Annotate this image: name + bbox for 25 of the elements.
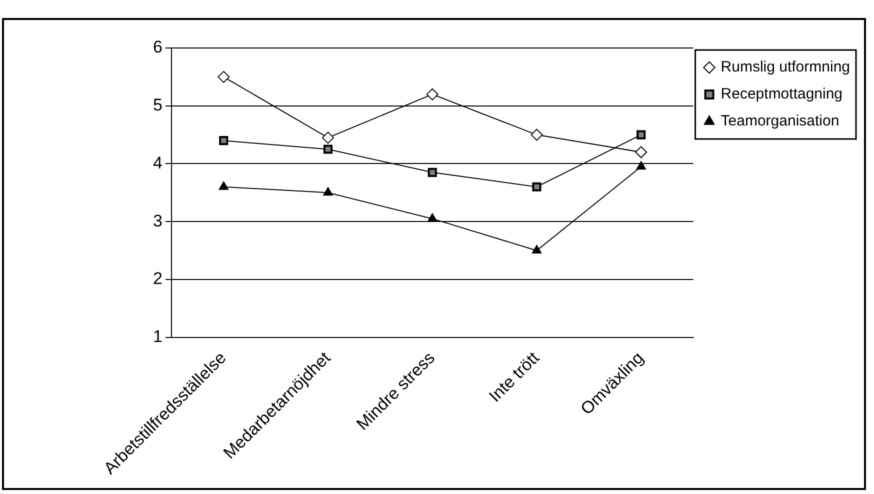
point bbox=[218, 70, 230, 83]
legend-label: Rumslig utformning bbox=[720, 58, 850, 76]
point bbox=[530, 128, 543, 141]
point bbox=[532, 182, 542, 192]
y-tick-label: 1 bbox=[152, 327, 162, 346]
point bbox=[323, 187, 333, 196]
point bbox=[428, 213, 438, 222]
y-tick-label: 5 bbox=[152, 96, 162, 115]
point bbox=[532, 245, 542, 254]
y-tick-label: 6 bbox=[152, 38, 162, 57]
x-tick-label: Inte trött bbox=[485, 348, 544, 406]
point bbox=[428, 168, 437, 177]
point bbox=[323, 144, 333, 154]
legend-label: Teamorganisation bbox=[720, 112, 840, 130]
point bbox=[322, 132, 334, 144]
y-tick-label: 3 bbox=[152, 211, 162, 230]
point bbox=[218, 181, 228, 190]
point bbox=[426, 88, 438, 100]
legend-label: Receptmottagning bbox=[720, 86, 843, 103]
point bbox=[636, 130, 646, 140]
y-tick-label: 4 bbox=[152, 153, 162, 172]
point bbox=[635, 146, 648, 158]
point bbox=[636, 161, 646, 170]
y-tick-label: 2 bbox=[152, 269, 162, 288]
point bbox=[219, 136, 228, 146]
